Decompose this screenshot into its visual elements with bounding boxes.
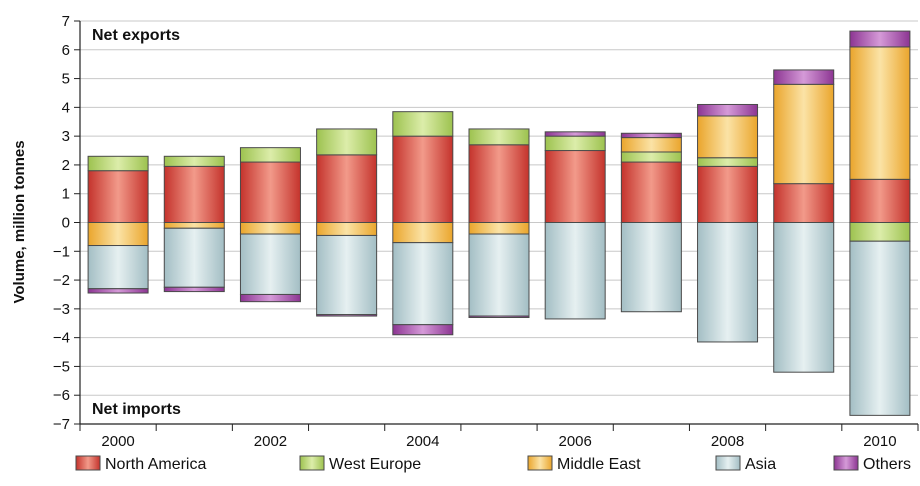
bar-segment-north-america-2003: [316, 154, 378, 224]
legend: North America West Europe Middle East Asia O…: [75, 455, 911, 473]
bar-segment-west-europe-2006: [544, 135, 606, 152]
y-tick-label: 6: [62, 42, 70, 59]
y-tick-label: −7: [53, 416, 70, 433]
x-tick-label: 2006: [558, 433, 591, 450]
y-tick-label: −3: [53, 301, 70, 318]
bar-segment-west-europe-2010: [849, 222, 911, 242]
y-tick-label: −5: [53, 358, 70, 375]
bar-segment-asia-2005: [468, 233, 530, 317]
bar-segment-asia-2008: [697, 222, 759, 343]
legend-swatch-others: [833, 455, 859, 471]
bar-segment-middle-east-2002: [239, 222, 301, 235]
bar-segment-asia-2001: [163, 227, 225, 288]
legend-label-others: Others: [863, 456, 911, 473]
bar-segment-others-2003: [316, 314, 378, 317]
bar-segment-others-2008: [697, 103, 759, 117]
x-tick-label: 2004: [406, 433, 439, 450]
bar-segment-others-2006: [544, 131, 606, 137]
y-tick-label: −2: [53, 272, 70, 289]
bar-segment-west-europe-2008: [697, 157, 759, 167]
bar-segment-asia-2003: [316, 234, 378, 316]
bar-segment-others-2002: [239, 293, 301, 303]
bar-segment-asia-2010: [849, 240, 911, 416]
annotation-net-imports: Net imports: [92, 401, 181, 418]
annotation-net-exports: Net exports: [92, 27, 180, 44]
bar-segment-middle-east-2005: [468, 222, 530, 235]
y-tick-label: 4: [62, 99, 70, 116]
y-axis-label: Volume, million tonnes: [11, 140, 28, 303]
x-tick-label: 2002: [254, 433, 287, 450]
bar-segment-middle-east-2010: [849, 46, 911, 180]
bar-segment-middle-east-2003: [316, 222, 378, 236]
y-tick-label: 7: [62, 13, 70, 30]
x-tick-label: 2010: [863, 433, 896, 450]
bar-segment-middle-east-2000: [87, 222, 149, 247]
x-tick-label: 2000: [101, 433, 134, 450]
bar-segment-west-europe-2001: [163, 155, 225, 167]
bar-segment-north-america-2007: [620, 161, 682, 224]
y-tick-label: 1: [62, 186, 70, 203]
legend-swatch-asia: [715, 455, 741, 471]
bar-segment-north-america-2000: [87, 170, 149, 223]
bar-segment-asia-2000: [87, 245, 149, 290]
bar-segment-north-america-2005: [468, 144, 530, 223]
y-tick-label: 3: [62, 128, 70, 145]
x-tick-label: 2008: [711, 433, 744, 450]
bar-segment-middle-east-2001: [163, 222, 225, 229]
bar-segment-asia-2004: [392, 242, 454, 326]
bar-segment-west-europe-2000: [87, 155, 149, 172]
bar-segment-north-america-2008: [697, 165, 759, 223]
bar-segment-middle-east-2009: [773, 83, 835, 185]
y-tick-label: −4: [53, 330, 70, 347]
bar-segment-others-2007: [620, 132, 682, 139]
bar-segment-middle-east-2007: [620, 137, 682, 153]
y-tick-label: 0: [62, 215, 70, 232]
bar-segment-middle-east-2004: [392, 222, 454, 244]
bar-segment-others-2009: [773, 69, 835, 85]
bar-segment-north-america-2006: [544, 150, 606, 224]
legend-label-asia: Asia: [745, 456, 776, 473]
bar-segment-west-europe-2002: [239, 147, 301, 163]
bar-segment-middle-east-2008: [697, 115, 759, 159]
bar-segment-asia-2007: [620, 222, 682, 313]
bar-segment-west-europe-2007: [620, 151, 682, 163]
bar-segment-west-europe-2003: [316, 128, 378, 156]
bar-segment-asia-2002: [239, 233, 301, 295]
y-tick-label: −1: [53, 243, 70, 260]
legend-swatch-middle-east: [527, 455, 553, 471]
y-tick-label: 2: [62, 157, 70, 174]
bar-segment-north-america-2009: [773, 183, 835, 223]
y-tick-label: −6: [53, 387, 70, 404]
axes: 7 6 5 4 3 2 1 0 −1 −2 −3 −4 −5 −6 −7 2000 2002 2004 2006 20…: [53, 13, 919, 450]
legend-swatch-west-europe: [299, 455, 325, 471]
bar-segment-west-europe-2005: [468, 128, 530, 146]
bar-segment-north-america-2002: [239, 161, 301, 224]
bar-segment-others-2010: [849, 30, 911, 48]
bar-segment-west-europe-2004: [392, 111, 454, 137]
legend-label-west-europe: West Europe: [329, 456, 421, 473]
bar-segment-asia-2009: [773, 222, 835, 373]
legend-label-north-america: North America: [105, 456, 206, 473]
bar-segment-others-2004: [392, 324, 454, 336]
bar-segment-asia-2006: [544, 222, 606, 320]
bars: [87, 30, 911, 416]
bar-segment-others-2000: [87, 288, 149, 294]
bar-segment-north-america-2004: [392, 135, 454, 223]
bar-segment-north-america-2010: [849, 178, 911, 223]
bar-segment-others-2001: [163, 286, 225, 293]
bar-segment-north-america-2001: [163, 165, 225, 223]
legend-swatch-north-america: [75, 455, 101, 471]
bar-segment-others-2005: [468, 315, 530, 318]
legend-label-middle-east: Middle East: [557, 456, 641, 473]
y-tick-label: 5: [62, 71, 70, 88]
